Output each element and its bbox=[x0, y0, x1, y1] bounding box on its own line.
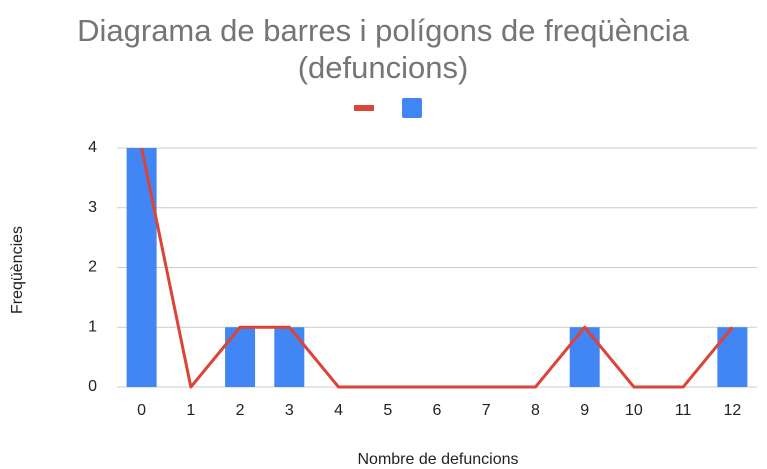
legend-swatch bbox=[402, 98, 422, 118]
x-tick-label: 5 bbox=[383, 402, 392, 419]
x-tick-label: 6 bbox=[433, 402, 442, 419]
y-tick-label: 0 bbox=[88, 378, 97, 395]
x-tick-label: 3 bbox=[285, 402, 294, 419]
chart-title: Diagrama de barres i polígons de freqüèn… bbox=[77, 13, 689, 85]
x-tick-label: 0 bbox=[137, 402, 146, 419]
y-tick-label: 4 bbox=[88, 139, 97, 156]
legend-swatch bbox=[354, 105, 374, 111]
x-tick-label: 8 bbox=[531, 402, 540, 419]
bar bbox=[569, 327, 600, 387]
y-tick-label: 1 bbox=[88, 318, 97, 335]
y-tick-label: 2 bbox=[88, 259, 97, 276]
bar bbox=[126, 148, 157, 387]
y-axis-label: Freqüències bbox=[9, 226, 26, 314]
x-tick-label: 10 bbox=[625, 402, 643, 419]
y-tick-label: 3 bbox=[88, 199, 97, 216]
x-tick-label: 1 bbox=[186, 402, 195, 419]
x-tick-label: 9 bbox=[580, 402, 589, 419]
bar bbox=[717, 327, 748, 387]
x-tick-label: 12 bbox=[723, 402, 741, 419]
x-tick-label: 7 bbox=[482, 402, 491, 419]
x-tick-label: 11 bbox=[675, 402, 692, 419]
x-tick-label: 2 bbox=[236, 402, 245, 419]
x-tick-label: 4 bbox=[334, 402, 343, 419]
x-axis-label: Nombre de defuncions bbox=[358, 451, 519, 468]
bar bbox=[225, 327, 256, 387]
line bbox=[140, 147, 734, 389]
bar bbox=[274, 327, 305, 387]
